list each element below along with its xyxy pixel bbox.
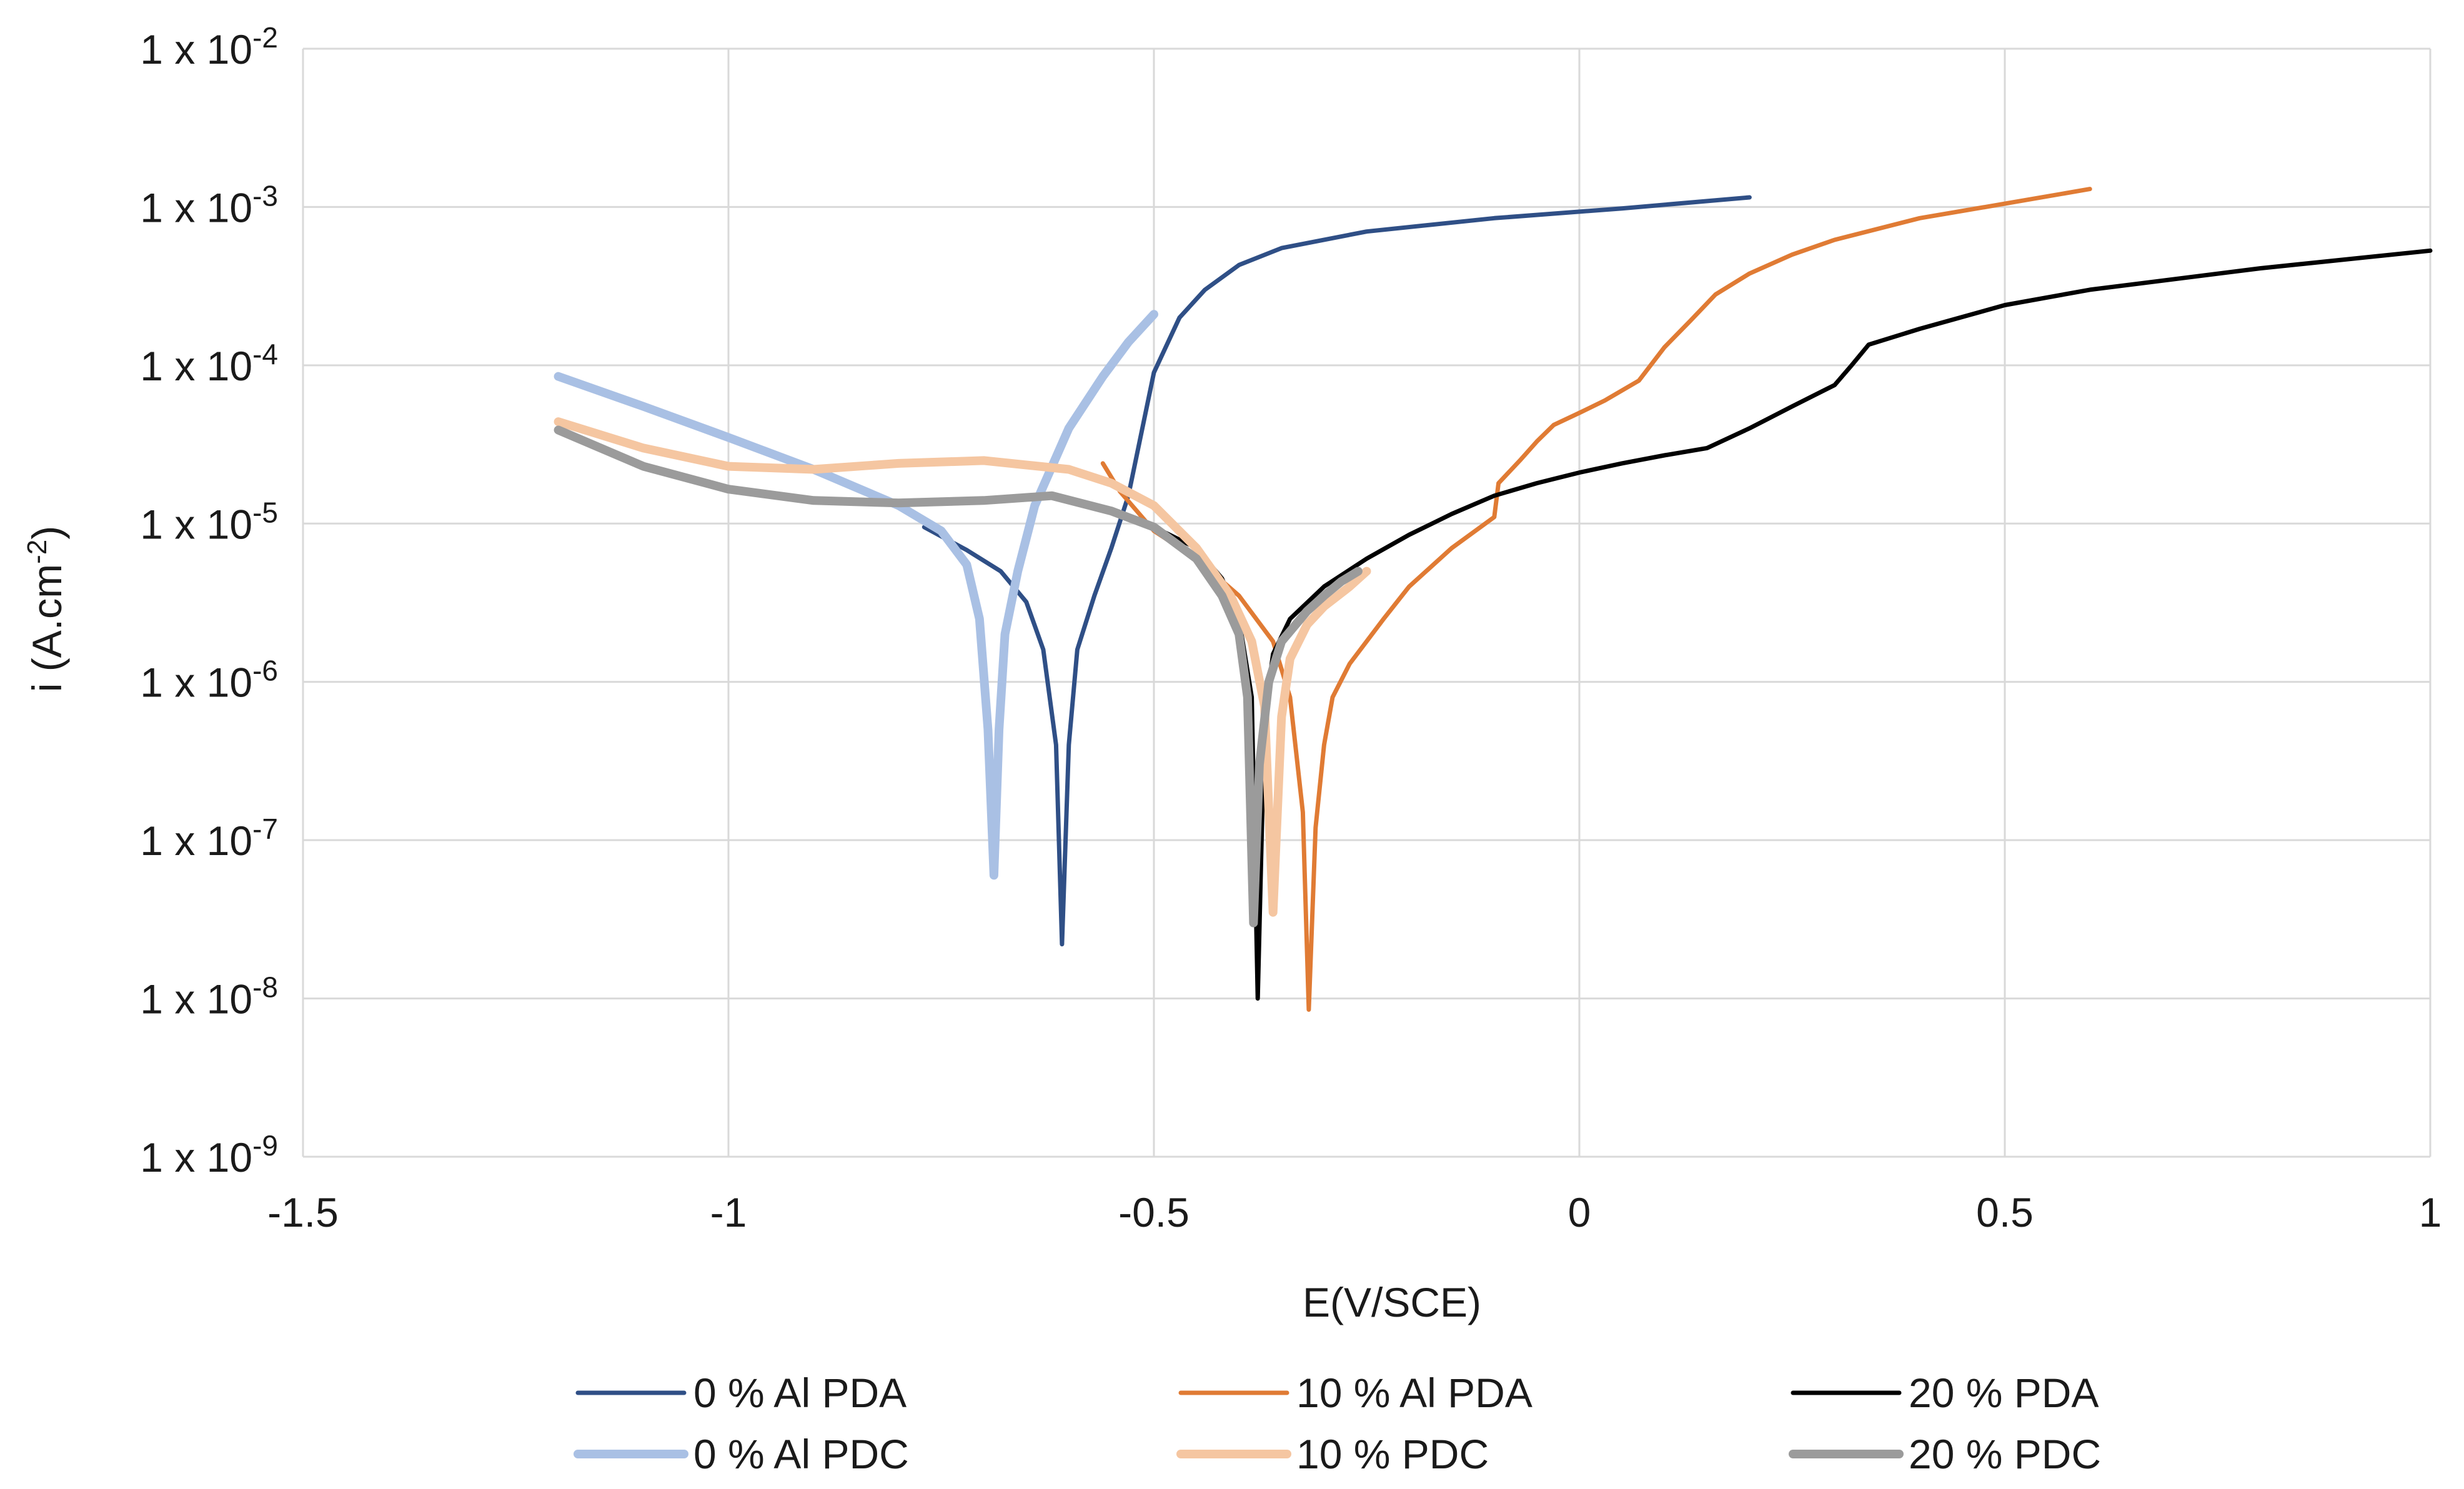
plot-series <box>554 187 2433 1012</box>
series-line-1 <box>922 195 1752 947</box>
x-tick-label: -0.5 <box>1118 1189 1190 1235</box>
y-tick-label: 1 x 10-6 <box>140 655 278 706</box>
x-axis-title: E(V/SCE) <box>1303 1279 1481 1325</box>
legend-label: 20 % PDC <box>1909 1431 2101 1477</box>
legend-label: 0 % Al PDA <box>693 1370 907 1416</box>
series-line-5 <box>554 417 1371 917</box>
legend-label: 20 % PDA <box>1909 1370 2099 1416</box>
y-tick-label: 1 x 10-8 <box>140 971 278 1022</box>
legend-label: 10 % PDC <box>1296 1431 1489 1477</box>
y-axis-title-exponent: -2 <box>22 540 52 564</box>
x-tick-label: 0.5 <box>1976 1189 2034 1235</box>
legend: 0 % Al PDA 10 % Al PDA 20 % PDA 0 % Al PDC 1… <box>574 1370 2101 1477</box>
legend-label: 10 % Al PDA <box>1296 1370 1533 1416</box>
x-tick-label: 0 <box>1568 1189 1591 1235</box>
x-tick-label: -1.5 <box>267 1189 339 1235</box>
x-tick-label: 1 <box>2419 1189 2442 1235</box>
series-line-6 <box>554 425 1363 928</box>
y-tick-label: 1 x 10-4 <box>140 338 278 389</box>
y-axis-title-base: i (A.cm <box>24 564 70 692</box>
y-tick-label: 1 x 10-3 <box>140 179 278 230</box>
y-tick-label: 1 x 10-7 <box>140 813 278 864</box>
y-axis-title: i (A.cm-2) <box>22 526 70 692</box>
grid <box>302 47 2432 1158</box>
series-line-4 <box>554 310 1158 880</box>
y-tick-label: 1 x 10-5 <box>140 496 278 547</box>
y-tick-label: 1 x 10-9 <box>140 1129 278 1180</box>
axis-ticks: -1.5 -1 -0.5 0 0.5 1 1 x 10-2 1 x 10-3 1 x 10-4 1… <box>140 21 2442 1235</box>
x-tick-label: -1 <box>710 1189 747 1235</box>
y-axis-title-tail: ) <box>24 526 70 540</box>
y-tick-label: 1 x 10-2 <box>140 21 278 72</box>
legend-label: 0 % Al PDC <box>693 1431 909 1477</box>
